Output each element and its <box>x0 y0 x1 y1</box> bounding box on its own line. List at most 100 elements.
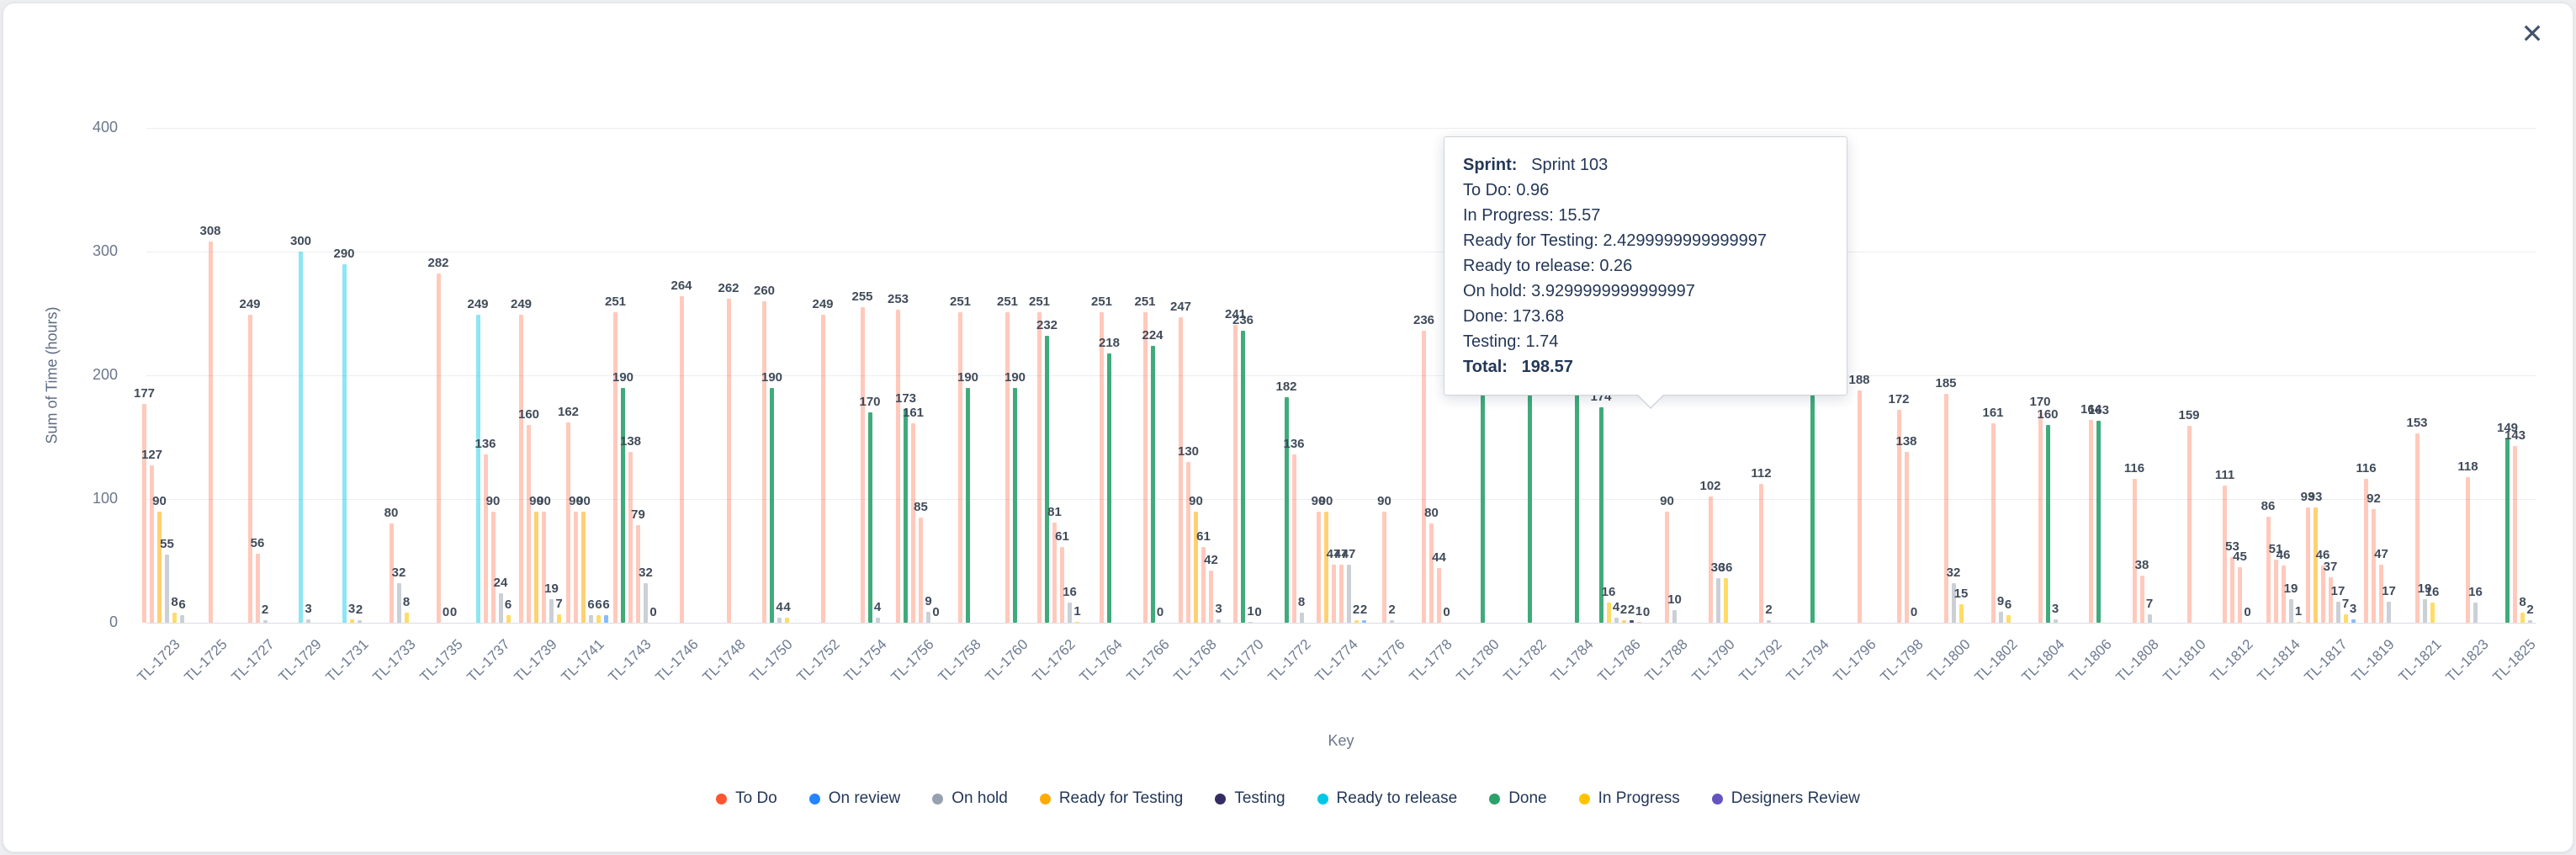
bar-TL-1784-done[interactable] <box>1574 369 1579 623</box>
bar-TL-1739-to-do[interactable] <box>542 512 546 623</box>
bar-TL-1819-to-do[interactable] <box>2372 509 2376 623</box>
bar-TL-1810-to-do[interactable] <box>2186 426 2192 623</box>
bar-TL-1754-on-hold[interactable] <box>875 618 880 623</box>
bar-TL-1808-to-do[interactable] <box>2139 576 2144 623</box>
bar-TL-1737-to-do[interactable] <box>490 512 496 623</box>
legend-item-in-progress[interactable]: In Progress <box>1578 789 1680 808</box>
bar-TL-1786-ready-for-testing[interactable] <box>1621 620 1626 623</box>
bar-TL-1778-to-do[interactable] <box>1437 568 1441 623</box>
bar-TL-1819-to-do[interactable] <box>2364 479 2368 623</box>
bar-TL-1819-to-do[interactable] <box>2379 565 2383 623</box>
bar-TL-1782-done[interactable] <box>1527 363 1532 623</box>
bar-TL-1741-on-hold[interactable] <box>589 615 593 623</box>
bar-TL-1768-ready-for-testing[interactable] <box>1194 512 1198 623</box>
bar-TL-1729-on-hold[interactable] <box>306 619 310 623</box>
bar-TL-1814-to-do[interactable] <box>2281 566 2286 623</box>
bar-TL-1743-to-do[interactable] <box>636 525 640 623</box>
bar-TL-1796-to-do[interactable] <box>1857 390 1862 623</box>
bar-TL-1786-testing[interactable] <box>1629 620 1634 623</box>
bar-TL-1723-to-do[interactable] <box>150 465 154 623</box>
bar-TL-1762-to-do[interactable] <box>1052 523 1057 623</box>
bar-TL-1814-on-hold[interactable] <box>2288 599 2293 623</box>
bar-TL-1786-done[interactable] <box>1598 407 1603 623</box>
bar-TL-1741-to-do[interactable] <box>566 422 570 623</box>
bar-TL-1766-to-do[interactable] <box>1142 312 1148 623</box>
bar-TL-1802-on-hold[interactable] <box>1998 612 2003 623</box>
bar-TL-1825-in-progress[interactable] <box>2520 613 2525 623</box>
bar-TL-1723-on-hold[interactable] <box>165 555 169 623</box>
bar-TL-1788-to-do[interactable] <box>1665 512 1669 623</box>
bar-TL-1723-to-do[interactable] <box>142 404 146 623</box>
bar-TL-1772-done[interactable] <box>1284 397 1289 623</box>
bar-TL-1764-done[interactable] <box>1107 353 1111 623</box>
bar-TL-1750-to-do[interactable] <box>762 301 766 623</box>
bar-TL-1762-to-do[interactable] <box>1037 312 1042 623</box>
bar-TL-1733-in-progress[interactable] <box>404 613 409 623</box>
bar-TL-1800-on-hold[interactable] <box>1951 583 1956 623</box>
bar-TL-1825-done[interactable] <box>2505 438 2510 623</box>
bar-TL-1772-on-hold[interactable] <box>1299 613 1304 623</box>
bar-TL-1727-to-do[interactable] <box>255 554 260 623</box>
bar-TL-1743-to-do[interactable] <box>613 312 617 623</box>
legend-item-done[interactable]: Done <box>1489 789 1547 808</box>
bar-TL-1739-on-hold[interactable] <box>549 599 554 623</box>
bar-TL-1774-to-do[interactable] <box>1316 512 1321 623</box>
bar-TL-1817-to-do[interactable] <box>2320 566 2325 623</box>
bar-TL-1780-done[interactable] <box>1480 351 1485 623</box>
bar-TL-1756-to-do[interactable] <box>896 310 900 623</box>
bar-TL-1756-to-do[interactable] <box>919 518 923 623</box>
bar-TL-1766-done[interactable] <box>1150 346 1155 623</box>
bar-TL-1800-in-progress[interactable] <box>1959 604 1964 623</box>
bar-TL-1723-on-hold[interactable] <box>180 615 184 623</box>
bar-TL-1735-to-do[interactable] <box>436 273 441 623</box>
bar-TL-1798-to-do[interactable] <box>1896 410 1901 623</box>
legend-item-designers-review[interactable]: Designers Review <box>1711 789 1860 808</box>
bar-TL-1768-to-do[interactable] <box>1201 547 1206 623</box>
bar-TL-1812-to-do[interactable] <box>2238 567 2242 623</box>
bar-TL-1756-on-hold[interactable] <box>926 612 930 623</box>
bar-TL-1804-on-hold[interactable] <box>2053 619 2058 623</box>
bar-TL-1776-to-do[interactable] <box>1382 512 1386 623</box>
bar-TL-1808-to-do[interactable] <box>2132 479 2137 623</box>
bar-TL-1788-on-hold[interactable] <box>1672 610 1677 623</box>
bar-TL-1750-done[interactable] <box>770 388 774 623</box>
bar-TL-1743-to-do[interactable] <box>628 452 633 623</box>
bar-TL-1752-to-do[interactable] <box>820 315 825 623</box>
bar-TL-1737-on-hold[interactable] <box>498 593 503 623</box>
bar-TL-1774-to-do[interactable] <box>1331 565 1336 623</box>
bar-TL-1760-done[interactable] <box>1013 388 1017 623</box>
bar-TL-1727-to-do[interactable] <box>247 315 252 623</box>
bar-TL-1819-on-hold[interactable] <box>2387 602 2391 623</box>
bar-TL-1800-to-do[interactable] <box>1943 394 1948 623</box>
bar-TL-1743-on-hold[interactable] <box>644 583 648 623</box>
bar-TL-1768-to-do[interactable] <box>1209 571 1213 623</box>
bar-TL-1764-to-do[interactable] <box>1100 312 1104 623</box>
bar-TL-1823-to-do[interactable] <box>2466 477 2470 623</box>
bar-TL-1817-on-hold[interactable] <box>2335 602 2340 623</box>
bar-TL-1778-to-do[interactable] <box>1429 523 1434 623</box>
bar-TL-1758-done[interactable] <box>966 388 970 623</box>
bar-TL-1814-to-do[interactable] <box>2273 560 2278 623</box>
bar-TL-1786-in-progress[interactable] <box>1606 603 1611 623</box>
bar-TL-1739-ready-for-testing[interactable] <box>534 512 538 623</box>
bar-TL-1812-to-do[interactable] <box>2223 486 2227 623</box>
bar-TL-1792-on-hold[interactable] <box>1767 620 1771 623</box>
bar-TL-1806-done[interactable] <box>2096 421 2101 623</box>
bar-TL-1790-on-hold[interactable] <box>1715 578 1720 623</box>
bar-TL-1760-to-do[interactable] <box>1005 312 1010 623</box>
bar-TL-1814-to-do[interactable] <box>2266 517 2271 623</box>
bar-TL-1774-to-do[interactable] <box>1338 565 1344 623</box>
bar-TL-1750-in-progress[interactable] <box>785 618 789 623</box>
legend-item-ready-to-release[interactable]: Ready to release <box>1317 789 1457 808</box>
bar-TL-1817-in-progress[interactable] <box>2343 614 2348 623</box>
bar-TL-1725-to-do[interactable] <box>208 242 213 623</box>
bar-TL-1821-to-do[interactable] <box>2414 433 2420 623</box>
bar-TL-1758-to-do[interactable] <box>958 312 962 623</box>
bar-TL-1812-to-do[interactable] <box>2230 557 2234 623</box>
bar-TL-1806-to-do[interactable] <box>2089 420 2093 623</box>
bar-TL-1794-done[interactable] <box>1810 369 1815 623</box>
bar-TL-1723-in-progress[interactable] <box>172 613 177 623</box>
close-icon[interactable]: ✕ <box>2520 19 2544 49</box>
bar-TL-1739-to-do[interactable] <box>519 315 523 623</box>
bar-TL-1727-on-hold[interactable] <box>262 620 268 623</box>
